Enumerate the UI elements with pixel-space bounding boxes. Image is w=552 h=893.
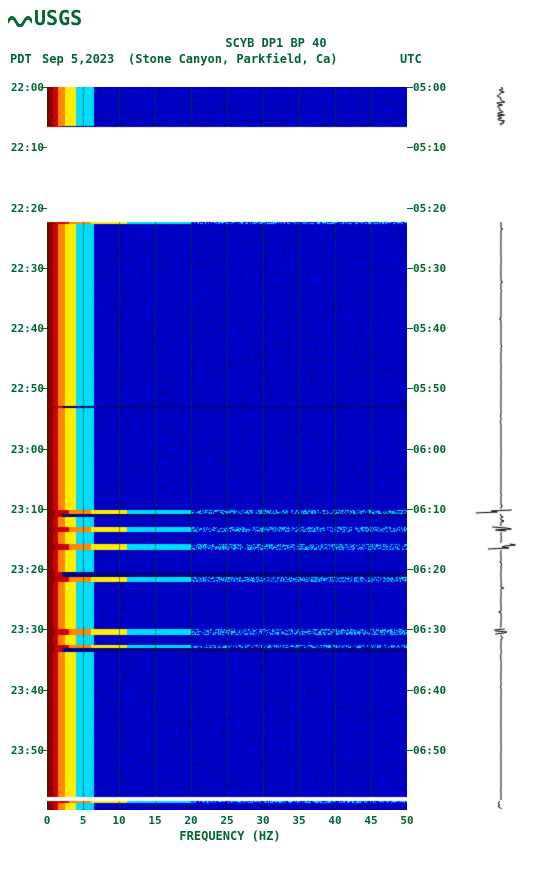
y-tick-right: 05:10 [413, 141, 453, 154]
y-tick-right: 06:10 [413, 503, 453, 516]
y-tick-left: 23:40 [4, 684, 44, 697]
seismogram-canvas [462, 87, 540, 810]
y-tick-left: 22:00 [4, 81, 44, 94]
date-label: Sep 5,2023 [42, 52, 114, 66]
x-tick: 35 [289, 814, 309, 827]
y-tick-right: 06:50 [413, 744, 453, 757]
x-tick: 40 [325, 814, 345, 827]
y-tick-right: 05:30 [413, 262, 453, 275]
usgs-logo: USGS [8, 6, 82, 30]
x-tick: 15 [145, 814, 165, 827]
y-tick-left: 23:10 [4, 503, 44, 516]
y-tick-left: 22:20 [4, 202, 44, 215]
y-tick-right: 06:30 [413, 623, 453, 636]
y-tick-right: 05:40 [413, 322, 453, 335]
x-axis-label: FREQUENCY (HZ) [150, 829, 310, 843]
subtitle-label: (Stone Canyon, Parkfield, Ca) [128, 52, 338, 66]
spectrogram-plot [47, 87, 407, 810]
y-tick-left: 23:00 [4, 443, 44, 456]
x-tick: 25 [217, 814, 237, 827]
logo-text: USGS [34, 6, 82, 30]
y-tick-left: 22:10 [4, 141, 44, 154]
y-tick-right: 05:50 [413, 382, 453, 395]
y-tick-left: 23:20 [4, 563, 44, 576]
usgs-wave-icon [8, 9, 32, 27]
x-tick: 0 [37, 814, 57, 827]
y-tick-right: 05:00 [413, 81, 453, 94]
x-tick: 30 [253, 814, 273, 827]
y-tick-left: 23:30 [4, 623, 44, 636]
y-tick-left: 23:50 [4, 744, 44, 757]
tz-right-label: UTC [400, 52, 422, 66]
x-tick: 5 [73, 814, 93, 827]
x-tick: 10 [109, 814, 129, 827]
y-tick-left: 22:40 [4, 322, 44, 335]
plot-title: SCYB DP1 BP 40 [0, 36, 552, 50]
y-tick-left: 22:50 [4, 382, 44, 395]
y-tick-right: 06:40 [413, 684, 453, 697]
y-tick-right: 06:00 [413, 443, 453, 456]
x-tick: 50 [397, 814, 417, 827]
y-tick-right: 06:20 [413, 563, 453, 576]
x-tick: 20 [181, 814, 201, 827]
y-tick-left: 22:30 [4, 262, 44, 275]
seismogram-trace [462, 87, 540, 810]
spectrogram-canvas [47, 87, 407, 810]
tz-left-label: PDT [10, 52, 32, 66]
x-tick: 45 [361, 814, 381, 827]
y-tick-right: 05:20 [413, 202, 453, 215]
